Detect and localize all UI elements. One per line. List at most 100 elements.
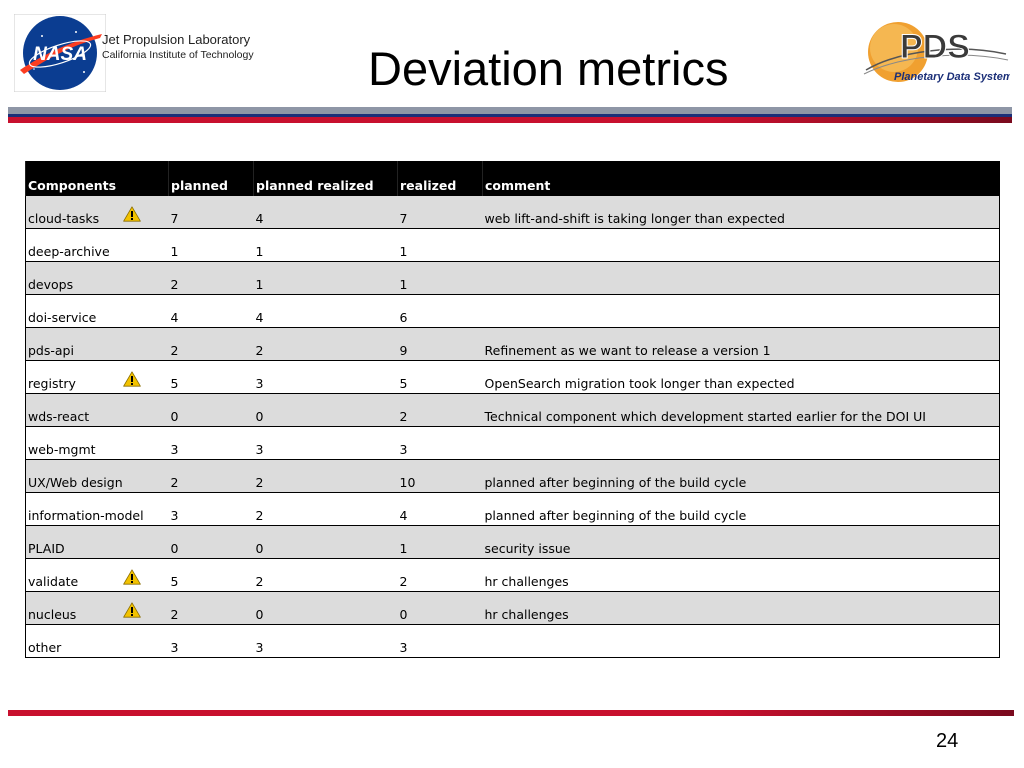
realized-cell: 3: [397, 426, 483, 460]
planned-cell-text: 4: [170, 310, 179, 325]
svg-text:Planetary Data System: Planetary Data System: [894, 71, 1010, 83]
warning-icon: [123, 569, 141, 585]
planned-realized-cell-text: 3: [255, 442, 264, 457]
table-row: cloud-tasks 7 4 7 web lift-and-shift is taki…: [25, 195, 1000, 229]
realized-cell-text: 1: [399, 244, 408, 259]
component-cell: other: [25, 624, 169, 658]
planned-realized-cell-text: 1: [255, 277, 264, 292]
realized-cell-text: 9: [399, 343, 408, 358]
table-row: web-mgmt 3 3 3: [25, 426, 1000, 460]
planned-cell: 1: [168, 228, 254, 262]
planned-realized-cell-text: 4: [255, 211, 264, 226]
planned-cell-text: 2: [170, 277, 179, 292]
table-header-row: Components planned planned realized real…: [25, 161, 1000, 196]
component-cell: deep-archive: [25, 228, 169, 262]
planned-cell: 5: [168, 360, 254, 394]
comment-cell-text: security issue: [484, 541, 571, 556]
planned-realized-cell: 1: [253, 261, 398, 295]
column-header-comment: comment: [482, 161, 1000, 196]
realized-cell: 2: [397, 393, 483, 427]
realized-cell-text: 6: [399, 310, 408, 325]
planned-cell-text: 5: [170, 376, 179, 391]
header-divider-blue: [8, 114, 1012, 117]
planned-realized-cell-text: 0: [255, 607, 264, 622]
planned-realized-cell-text: 2: [255, 508, 264, 523]
comment-cell: Technical component which development st…: [482, 393, 1000, 427]
planned-cell: 2: [168, 459, 254, 493]
component-cell: registry: [25, 360, 169, 394]
component-cell-text: registry: [28, 376, 76, 391]
svg-text:NASA: NASA: [33, 44, 87, 65]
component-cell: doi-service: [25, 294, 169, 328]
component-cell-text: deep-archive: [28, 244, 110, 259]
realized-cell: 4: [397, 492, 483, 526]
page-number: 24: [936, 730, 959, 752]
realized-cell-text: 4: [399, 508, 408, 523]
comment-cell: Refinement as we want to release a versi…: [482, 327, 1000, 361]
planned-cell: 0: [168, 525, 254, 559]
comment-cell: [482, 261, 1000, 295]
table-row: validate 5 2 2 hr challenges: [25, 558, 1000, 592]
planned-realized-cell: 0: [253, 525, 398, 559]
component-cell-text: UX/Web design: [28, 475, 123, 490]
header-divider-red: [8, 117, 1012, 123]
comment-cell: [482, 624, 1000, 658]
planned-realized-cell-text: 0: [255, 409, 264, 424]
table-row: deep-archive 1 1 1: [25, 228, 1000, 262]
comment-cell-text: web lift-and-shift is taking longer than…: [484, 211, 785, 226]
component-cell: web-mgmt: [25, 426, 169, 460]
component-cell-text: devops: [28, 277, 74, 292]
column-header-components: Components: [25, 161, 169, 196]
realized-cell: 10: [397, 459, 483, 493]
planned-cell: 2: [168, 327, 254, 361]
component-cell-text: nucleus: [28, 607, 77, 622]
planned-cell: 0: [168, 393, 254, 427]
realized-cell-text: 5: [399, 376, 408, 391]
planned-cell-text: 0: [170, 541, 179, 556]
comment-cell: web lift-and-shift is taking longer than…: [482, 195, 1000, 229]
realized-cell-text: 1: [399, 541, 408, 556]
planned-realized-cell: 2: [253, 459, 398, 493]
planned-cell-text: 1: [170, 244, 179, 259]
realized-cell-text: 7: [399, 211, 408, 226]
comment-cell: [482, 294, 1000, 328]
component-cell-text: other: [28, 640, 62, 655]
component-cell: wds-react: [25, 393, 169, 427]
planned-realized-cell: 4: [253, 294, 398, 328]
column-header-planned: planned: [168, 161, 254, 196]
warning-icon: [123, 602, 141, 618]
realized-cell-text: 10: [399, 475, 416, 490]
comment-cell: hr challenges: [482, 558, 1000, 592]
component-cell-text: web-mgmt: [28, 442, 96, 457]
realized-cell-text: 0: [399, 607, 408, 622]
component-cell: information-model: [25, 492, 169, 526]
component-cell: PLAID: [25, 525, 169, 559]
realized-cell: 5: [397, 360, 483, 394]
svg-text:PDS: PDS: [900, 28, 970, 66]
comment-cell: [482, 426, 1000, 460]
realized-cell: 2: [397, 558, 483, 592]
planned-cell: 7: [168, 195, 254, 229]
planned-realized-cell-text: 4: [255, 310, 264, 325]
component-cell-text: doi-service: [28, 310, 97, 325]
planned-cell: 3: [168, 624, 254, 658]
pds-logo: PDS Planetary Data System: [863, 22, 1010, 83]
org-name: Jet Propulsion Laboratory: [102, 32, 251, 47]
comment-cell: planned after beginning of the build cyc…: [482, 459, 1000, 493]
planned-realized-cell-text: 3: [255, 640, 264, 655]
comment-cell-text: hr challenges: [484, 574, 569, 589]
component-cell: devops: [25, 261, 169, 295]
component-cell-text: pds-api: [28, 343, 74, 358]
column-header-planned-realized: planned realized: [253, 161, 398, 196]
realized-cell-text: 3: [399, 640, 408, 655]
realized-cell-text: 2: [399, 574, 408, 589]
component-cell: cloud-tasks: [25, 195, 169, 229]
warning-icon: [123, 206, 141, 222]
table-body: cloud-tasks 7 4 7 web lift-and-shift is taki…: [25, 195, 1000, 658]
realized-cell: 1: [397, 261, 483, 295]
comment-cell: [482, 228, 1000, 262]
table-row: UX/Web design 2 2 10 planned after beginning…: [25, 459, 1000, 493]
comment-cell-text: planned after beginning of the build cyc…: [484, 508, 747, 523]
planned-cell: 2: [168, 591, 254, 625]
planned-cell-text: 3: [170, 442, 179, 457]
